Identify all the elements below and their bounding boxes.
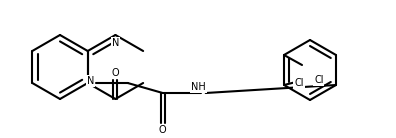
Text: N: N (87, 76, 94, 86)
Text: Cl: Cl (314, 75, 324, 85)
Text: O: O (112, 68, 119, 78)
Text: N: N (112, 38, 119, 48)
Text: Cl: Cl (294, 78, 304, 88)
Text: O: O (159, 125, 167, 135)
Text: NH: NH (191, 82, 206, 92)
